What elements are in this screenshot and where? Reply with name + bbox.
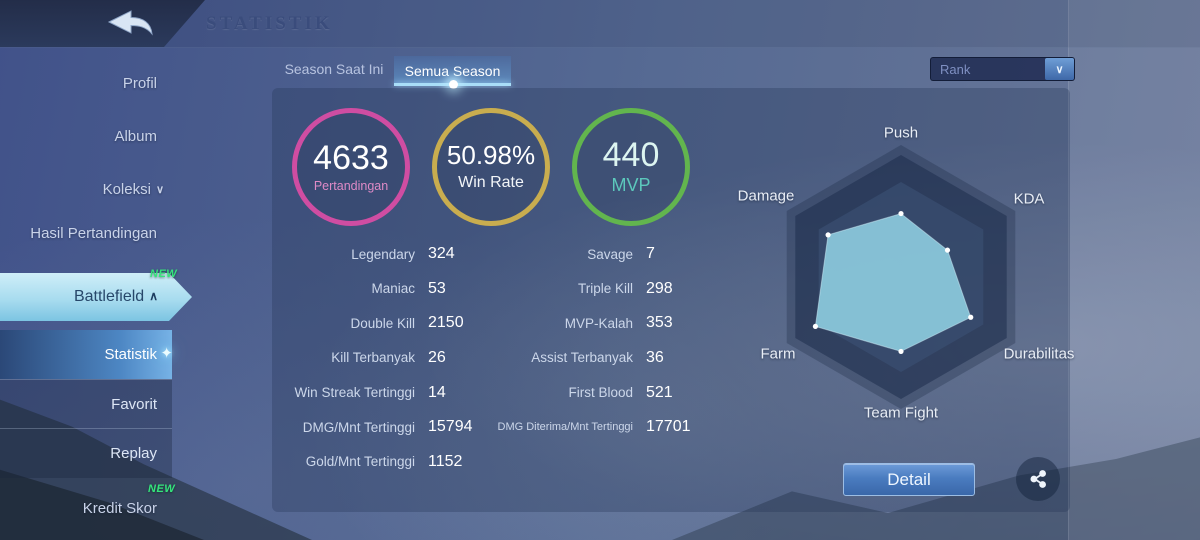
stat-value: 7: [646, 245, 655, 263]
stat-row: Gold/Mnt Tertinggi 1152: [272, 445, 473, 480]
stat-row: DMG Diterima/Mnt Tertinggi 17701: [490, 410, 691, 445]
stats-column-right: Savage 7 Triple Kill 298 MVP-Kalah 353 Assi…: [490, 237, 691, 445]
stat-label: MVP-Kalah: [564, 315, 633, 331]
stat-value: 521: [646, 383, 673, 401]
chevron-down-icon: ∨: [155, 184, 164, 196]
radar-axis-push: Push: [883, 124, 919, 142]
radar-axis-farm: Farm: [760, 345, 796, 363]
stat-label: First Blood: [568, 384, 633, 400]
header-corner-shape: [0, 0, 205, 47]
stat-label: Kill Terbanyak: [331, 350, 415, 366]
dropdown-chevron-icon: ∨: [1045, 58, 1074, 80]
stat-row: Kill Terbanyak 26: [272, 341, 473, 376]
background-light-band: [1068, 0, 1200, 540]
stat-row: MVP-Kalah 353: [490, 306, 691, 341]
detail-button[interactable]: Detail: [843, 463, 975, 496]
chevron-up-icon: ∧: [149, 289, 158, 303]
radar-axis-team-fight: Team Fight: [863, 404, 939, 422]
active-tab-glow-dot: [448, 80, 458, 89]
sidebar-item-kredit-skor[interactable]: Kredit Skor: [0, 500, 172, 517]
share-icon: [1030, 470, 1046, 488]
sidebar-subitem-replay[interactable]: Replay: [0, 428, 172, 477]
stat-label: Gold/Mnt Tertinggi: [305, 454, 415, 470]
sidebar-item-label: Kredit Skor: [82, 500, 157, 517]
winrate-circle: 50.98% Win Rate: [432, 108, 550, 226]
stat-label: Win Streak Tertinggi: [294, 384, 415, 400]
tab-season-saat-ini[interactable]: Season Saat Ini: [284, 61, 384, 77]
sidebar-subitem-label: Statistik: [104, 346, 157, 363]
performance-radar-chart: [786, 145, 1016, 409]
stat-value: 1152: [428, 452, 463, 470]
stat-value: 53: [428, 279, 446, 297]
sidebar-item-battlefield[interactable]: Battlefield ∧: [0, 273, 192, 321]
sidebar-item-album[interactable]: Album: [0, 128, 172, 145]
stats-column-left: Legendary 324 Maniac 53 Double Kill 2150 Ki…: [272, 237, 473, 480]
mvp-label: MVP: [611, 175, 651, 196]
stat-value: 298: [646, 279, 673, 297]
matches-value: 4633: [313, 138, 389, 177]
stat-value: 15794: [428, 418, 473, 436]
tab-semua-season[interactable]: Semua Season: [394, 56, 511, 89]
share-button[interactable]: [1016, 457, 1060, 501]
stat-label: Assist Terbanyak: [531, 350, 633, 366]
sidebar-subitem-statistik[interactable]: Statistik ✦: [0, 330, 173, 379]
stat-row: Double Kill 2150: [272, 306, 473, 341]
rank-filter-dropdown[interactable]: Rank ∨: [930, 57, 1075, 81]
stat-row: Legendary 324: [272, 237, 473, 272]
sidebar-item-label: Album: [114, 128, 157, 145]
winrate-label: Win Rate: [458, 174, 524, 192]
winrate-value: 50.98%: [446, 139, 536, 170]
stat-value: 353: [646, 314, 673, 332]
radar-axis-durabilitas: Durabilitas: [1003, 345, 1075, 363]
stat-label: Legendary: [351, 246, 415, 262]
matches-label: Pertandingan: [313, 179, 389, 194]
dropdown-value: Rank: [940, 61, 971, 77]
radar-axis-kda: KDA: [1013, 190, 1045, 208]
stat-value: 17701: [646, 418, 691, 436]
mvp-value: 440: [602, 135, 660, 174]
stat-label: DMG/Mnt Tertinggi: [302, 419, 415, 435]
stat-value: 324: [428, 245, 455, 263]
stat-value: 14: [428, 383, 446, 401]
stat-value: 2150: [428, 314, 464, 332]
sparkle-icon: ✦: [160, 345, 173, 362]
stat-label: Maniac: [371, 281, 415, 297]
sidebar-subitem-label: Favorit: [111, 395, 157, 413]
stat-row: Assist Terbanyak 36: [490, 341, 691, 376]
mvp-circle: 440 MVP: [572, 108, 690, 226]
stat-value: 36: [646, 349, 664, 367]
page-title: STATISTIK: [206, 13, 333, 34]
radar-axis-damage: Damage: [737, 187, 795, 205]
stat-label: Savage: [587, 246, 633, 262]
back-arrow-icon: [107, 10, 153, 36]
sidebar-item-label: Profil: [122, 75, 157, 92]
stat-row: Triple Kill 298: [490, 272, 691, 307]
kredit-skor-new-badge: NEW: [148, 483, 176, 495]
stat-row: Maniac 53: [272, 272, 473, 307]
stat-row: Win Streak Tertinggi 14: [272, 375, 473, 410]
stat-label: Triple Kill: [577, 281, 633, 297]
sidebar-item-label: Battlefield: [73, 288, 145, 305]
sidebar-item-label: Koleksi: [102, 181, 151, 198]
stat-value: 26: [428, 349, 446, 367]
stat-label: DMG Diterima/Mnt Tertinggi: [497, 420, 634, 433]
sidebar-item-label: Hasil Pertandingan: [30, 225, 157, 242]
header-bar: [0, 0, 1200, 48]
stat-label: Double Kill: [350, 315, 415, 331]
battlefield-submenu: Statistik ✦ Favorit Replay: [0, 330, 173, 478]
sidebar-item-hasil-pertandingan[interactable]: Hasil Pertandingan: [0, 225, 172, 243]
battlefield-new-badge: NEW: [150, 268, 178, 280]
sidebar-subitem-favorit[interactable]: Favorit: [0, 379, 172, 428]
stat-row: First Blood 521: [490, 375, 691, 410]
sidebar-item-koleksi[interactable]: Koleksi ∨: [0, 181, 172, 198]
sidebar-item-profil[interactable]: Profil: [0, 75, 172, 92]
matches-circle: 4633 Pertandingan: [292, 108, 410, 226]
stat-row: DMG/Mnt Tertinggi 15794: [272, 410, 473, 445]
stat-row: Savage 7: [490, 237, 691, 272]
back-button[interactable]: [92, 7, 170, 41]
sidebar-subitem-label: Replay: [110, 444, 157, 462]
tab-label: Semua Season: [404, 63, 501, 79]
